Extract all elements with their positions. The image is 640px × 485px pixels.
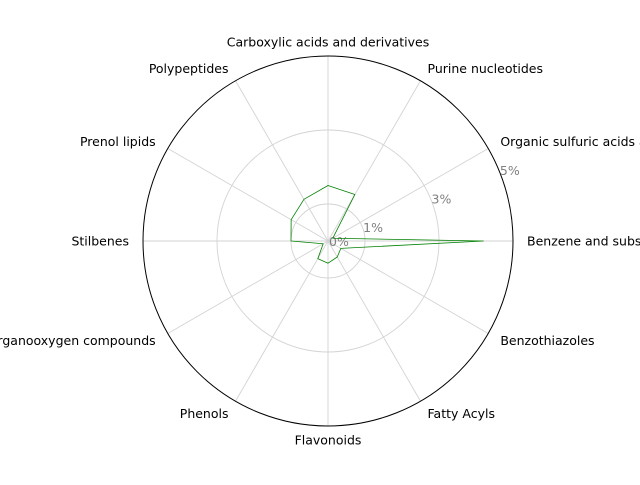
radial-tick-label: 3% [432,192,452,207]
category-label: Polypeptides [149,61,229,76]
spoke-gridline [167,148,329,242]
spoke-gridline [167,240,329,334]
radial-tick-label: 0% [329,234,349,249]
spoke-gridline [327,240,421,402]
spoke-gridline [327,80,421,242]
spoke-gridline [235,240,329,402]
category-label: Fatty Acyls [428,406,495,421]
ring-gridline [216,129,440,353]
polar-frame [142,55,514,427]
category-label: Prenol lipids [80,134,156,149]
category-label: Benzothiazoles [500,333,594,348]
category-label: Organooxygen compounds [0,333,156,348]
radial-tick-label: 1% [363,220,383,235]
category-label: Stilbenes [71,234,129,249]
category-label: Phenols [180,406,229,421]
category-label: Benzene and substituted derivatives [527,234,640,249]
spoke-gridline [327,148,489,242]
spoke-gridline [327,240,489,334]
category-label: Carboxylic acids and derivatives [227,35,430,50]
category-label: Flavonoids [295,433,362,448]
radial-tick-label: 5% [500,163,520,178]
category-label: Purine nucleotides [428,61,543,76]
spoke-gridline [235,80,329,242]
series-line [290,185,484,264]
category-label: Organic sulfuric acids and derivatives [500,134,640,149]
